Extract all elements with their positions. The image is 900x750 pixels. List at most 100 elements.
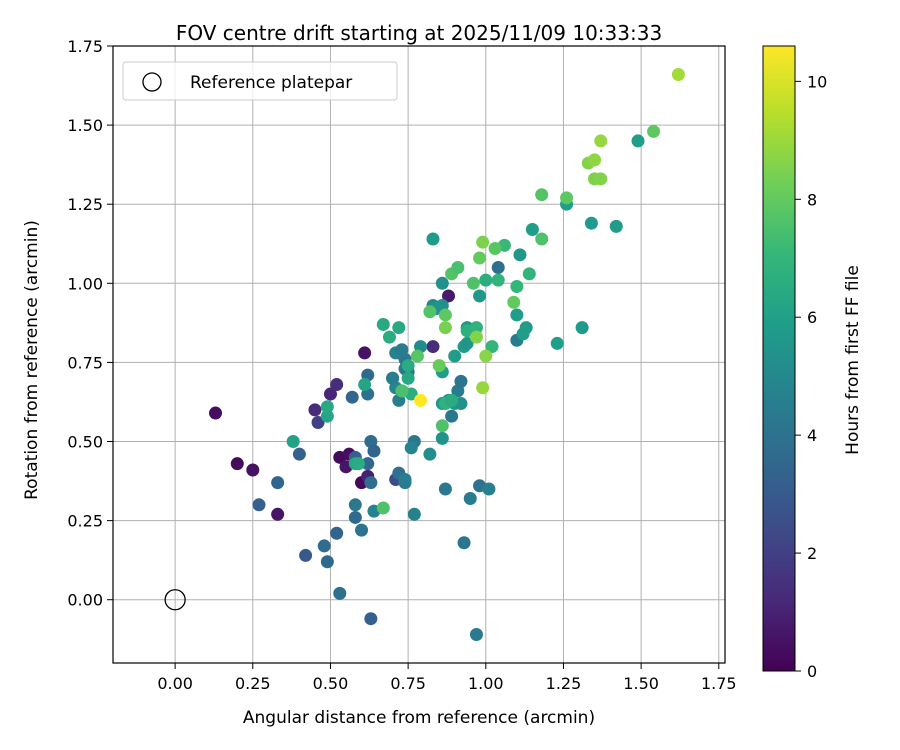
data-point [522, 267, 536, 281]
y-tick-label: 0.25 [67, 512, 103, 531]
data-point [525, 223, 539, 237]
data-point [292, 447, 306, 461]
data-point [476, 235, 490, 249]
data-points [209, 67, 685, 642]
data-point [423, 305, 437, 319]
data-point [469, 321, 483, 335]
x-tick-label: 0.75 [390, 674, 426, 693]
y-tick-label: 0.50 [67, 433, 103, 452]
data-point [330, 526, 344, 540]
data-point [414, 393, 428, 407]
data-point [345, 390, 359, 404]
data-point [507, 295, 521, 309]
data-point [311, 416, 325, 430]
data-point [479, 273, 493, 287]
x-tick-label: 1.75 [701, 674, 737, 693]
x-tick-label: 1.50 [623, 674, 659, 693]
data-point [609, 219, 623, 233]
data-point [323, 387, 337, 401]
data-point [392, 321, 406, 335]
data-point [407, 507, 421, 521]
data-point [491, 273, 505, 287]
colorbar-gradient [762, 45, 796, 672]
x-tick-label: 1.25 [546, 674, 582, 693]
data-point [358, 378, 372, 392]
data-point [445, 393, 459, 407]
reference-marker-group [164, 589, 186, 611]
data-point [364, 476, 378, 490]
colorbar-tick-label: 4 [807, 426, 817, 445]
data-point [448, 349, 462, 363]
data-point [395, 384, 409, 398]
data-point [535, 188, 549, 202]
data-point [438, 308, 452, 322]
data-point [358, 346, 372, 360]
x-tick-label: 1.00 [468, 674, 504, 693]
data-point [488, 242, 502, 256]
data-point [438, 482, 452, 496]
colorbar-tick-label: 6 [807, 308, 817, 327]
data-point [513, 248, 527, 262]
data-point [320, 409, 334, 423]
data-point [398, 472, 412, 486]
legend-label: Reference platepar [190, 73, 352, 93]
data-point [460, 336, 474, 350]
data-point [355, 523, 369, 537]
data-point [271, 476, 285, 490]
data-point [435, 276, 449, 290]
data-point [479, 349, 493, 363]
x-axis-label: Angular distance from reference (arcmin) [243, 708, 595, 728]
data-point [442, 289, 456, 303]
data-point [299, 548, 313, 562]
data-point [469, 628, 483, 642]
data-point [535, 232, 549, 246]
data-point [631, 134, 645, 148]
data-point [271, 507, 285, 521]
data-point [560, 191, 574, 205]
data-point [482, 482, 496, 496]
data-point [476, 381, 490, 395]
y-tick-label: 1.25 [67, 195, 103, 214]
data-point [230, 457, 244, 471]
data-point [395, 343, 409, 357]
colorbar-label: Hours from first FF file [843, 265, 863, 455]
legend-box [122, 61, 398, 101]
y-tick-label: 1.50 [67, 116, 103, 135]
data-point [463, 491, 477, 505]
x-tick-label: 0.50 [313, 674, 349, 693]
data-point [435, 419, 449, 433]
data-point [426, 232, 440, 246]
data-point [252, 498, 266, 512]
data-point [550, 336, 564, 350]
data-point [404, 441, 418, 455]
data-point [438, 321, 452, 335]
data-point [473, 251, 487, 265]
plot-frame [112, 45, 726, 664]
data-point [473, 289, 487, 303]
y-tick-label: 1.00 [67, 274, 103, 293]
data-point [364, 612, 378, 626]
data-point [376, 317, 390, 331]
colorbar: 0 2 4 6 8 10 Hours from first FF file [762, 45, 863, 681]
data-point [348, 510, 362, 524]
data-point [466, 276, 480, 290]
data-point [386, 371, 400, 385]
data-point [454, 374, 468, 388]
y-axis-label: Rotation from reference (arcmin) [22, 220, 42, 500]
data-point [401, 359, 415, 373]
data-point [469, 330, 483, 344]
data-point [432, 359, 446, 373]
data-point [671, 67, 685, 81]
data-point [510, 279, 524, 293]
data-point [308, 403, 322, 417]
x-tick-label: 0.25 [235, 674, 271, 693]
data-point [426, 340, 440, 354]
data-point [401, 371, 415, 385]
data-point [246, 463, 260, 477]
data-point [348, 498, 362, 512]
y-tick-label: 0.75 [67, 353, 103, 372]
data-point [333, 586, 347, 600]
data-point [575, 321, 589, 335]
data-point [320, 400, 334, 414]
